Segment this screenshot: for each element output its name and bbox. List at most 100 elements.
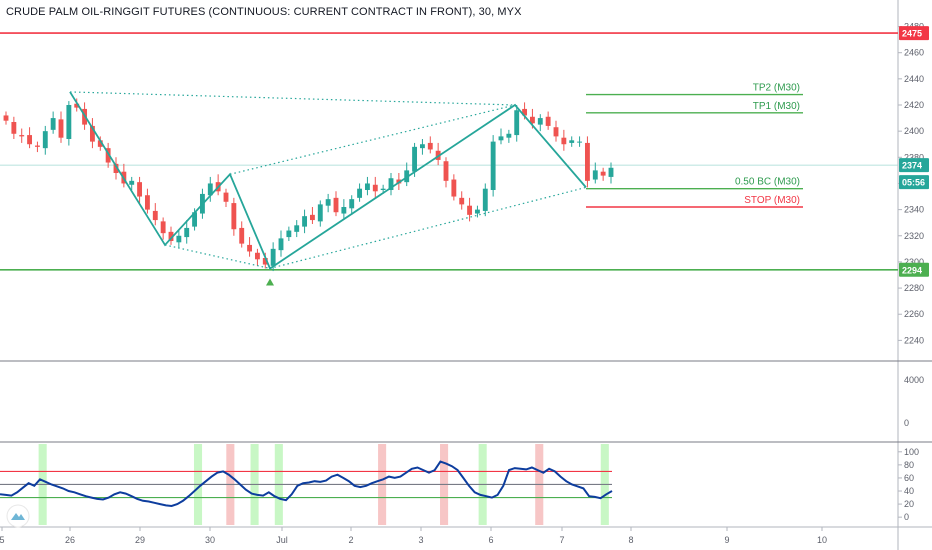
- candle-body: [529, 116, 535, 124]
- candle-body: [11, 122, 17, 134]
- oscillator-line: [0, 460, 613, 508]
- price-axis-badge: [899, 26, 929, 41]
- candle-body: [506, 133, 512, 138]
- target-level-label: STOP (M30): [744, 195, 800, 206]
- candle-body: [443, 161, 449, 181]
- candle-body: [262, 258, 268, 265]
- candle-body: [584, 142, 590, 181]
- candle-body: [50, 118, 56, 130]
- time-tick-label: 6: [488, 535, 493, 545]
- candle-body: [192, 212, 198, 227]
- price-tick-label: 2420: [904, 100, 924, 110]
- candle-body: [144, 195, 150, 210]
- time-tick-label: 2: [348, 535, 353, 545]
- target-level-label: TP2 (M30): [753, 83, 800, 94]
- candle-body: [364, 183, 370, 190]
- time-tick-label: 8: [628, 535, 633, 545]
- candle-body: [349, 199, 355, 209]
- candle-body: [66, 105, 72, 139]
- candle-body: [207, 183, 213, 196]
- candle-body: [294, 225, 300, 232]
- candle-body: [239, 227, 245, 244]
- candle-body: [184, 227, 190, 238]
- candle-body: [333, 197, 339, 213]
- volume-tick-label: 0: [904, 418, 909, 428]
- candle-body: [514, 110, 520, 136]
- candle-body: [419, 144, 425, 149]
- candle-body: [270, 248, 276, 266]
- price-axis-badge-label: 2475: [902, 29, 922, 39]
- candle-body: [129, 180, 135, 185]
- candle-body: [254, 252, 260, 260]
- price-tick-label: 2380: [904, 152, 924, 162]
- candle-body: [176, 235, 182, 243]
- harmonic-pattern-legs: [69, 91, 587, 270]
- candle-body: [247, 244, 253, 252]
- candle-body: [3, 115, 9, 121]
- tradingview-logo-icon: [6, 504, 30, 528]
- candle-body: [168, 231, 174, 241]
- oscillator-tick-label: 0: [904, 512, 909, 522]
- candle-body: [412, 146, 418, 172]
- candle-body: [317, 204, 323, 222]
- oscillator-tick-label: 100: [904, 447, 919, 457]
- pattern-marker-icon: [266, 278, 274, 286]
- price-tick-label: 2240: [904, 335, 924, 345]
- candle-body: [522, 108, 528, 116]
- candle-body: [467, 205, 473, 215]
- candle-body: [278, 238, 284, 251]
- candle-body: [89, 125, 95, 142]
- price-axis-badge-label: 05:56: [902, 178, 925, 188]
- oscillator-tick-label: 40: [904, 486, 914, 496]
- pattern-dotted-line: [229, 104, 516, 175]
- candle-body: [325, 199, 331, 206]
- candle-body: [286, 230, 292, 238]
- oscillator-tick-label: 20: [904, 499, 914, 509]
- candle-body: [34, 145, 40, 147]
- candle-body: [553, 127, 559, 137]
- candle-body: [74, 103, 80, 108]
- price-tick-label: 2400: [904, 126, 924, 136]
- candle-body: [498, 136, 504, 141]
- axis-corner: [900, 532, 932, 550]
- time-tick-label: 30: [205, 535, 215, 545]
- candle-body: [451, 179, 457, 197]
- candle-body: [537, 118, 543, 125]
- price-tick-label: 2440: [904, 74, 924, 84]
- time-tick-label: 9: [724, 535, 729, 545]
- price-tick-label: 2340: [904, 205, 924, 215]
- price-tick-label: 2460: [904, 48, 924, 58]
- price-tick-label: 2300: [904, 257, 924, 267]
- price-axis-badge: [899, 262, 929, 277]
- candle-body: [490, 141, 496, 190]
- time-tick-label: 5: [0, 535, 5, 545]
- price-axis-badge: [899, 158, 929, 173]
- oscillator-tick-label: 60: [904, 473, 914, 483]
- candle-body: [569, 140, 575, 143]
- volume-tick-label: 4000: [904, 375, 924, 385]
- candle-body: [608, 167, 614, 177]
- candle-body: [577, 141, 583, 143]
- time-tick-label: 29: [135, 535, 145, 545]
- candle-body: [58, 119, 64, 138]
- candle-body: [372, 184, 378, 192]
- price-axis-badge-label: 2294: [902, 265, 922, 275]
- candle-body: [474, 209, 480, 214]
- price-axis-badge-label: 2374: [902, 161, 922, 171]
- candle-body: [160, 221, 166, 234]
- candle-body: [341, 207, 347, 214]
- pattern-dotted-line: [269, 186, 587, 270]
- candle-body: [113, 163, 119, 173]
- chart-title: CRUDE PALM OIL-RINGGIT FUTURES (CONTINUO…: [6, 6, 522, 18]
- candle-body: [105, 148, 111, 163]
- price-axis-badge: [899, 175, 929, 190]
- target-level-label: 0.50 BC (M30): [735, 177, 800, 188]
- candle-body: [388, 178, 394, 190]
- time-tick-label: Jul: [276, 535, 288, 545]
- candle-body: [459, 197, 465, 205]
- time-tick-label: 7: [559, 535, 564, 545]
- candle-body: [302, 216, 308, 227]
- candle-body: [231, 203, 237, 230]
- candle-body: [152, 210, 158, 221]
